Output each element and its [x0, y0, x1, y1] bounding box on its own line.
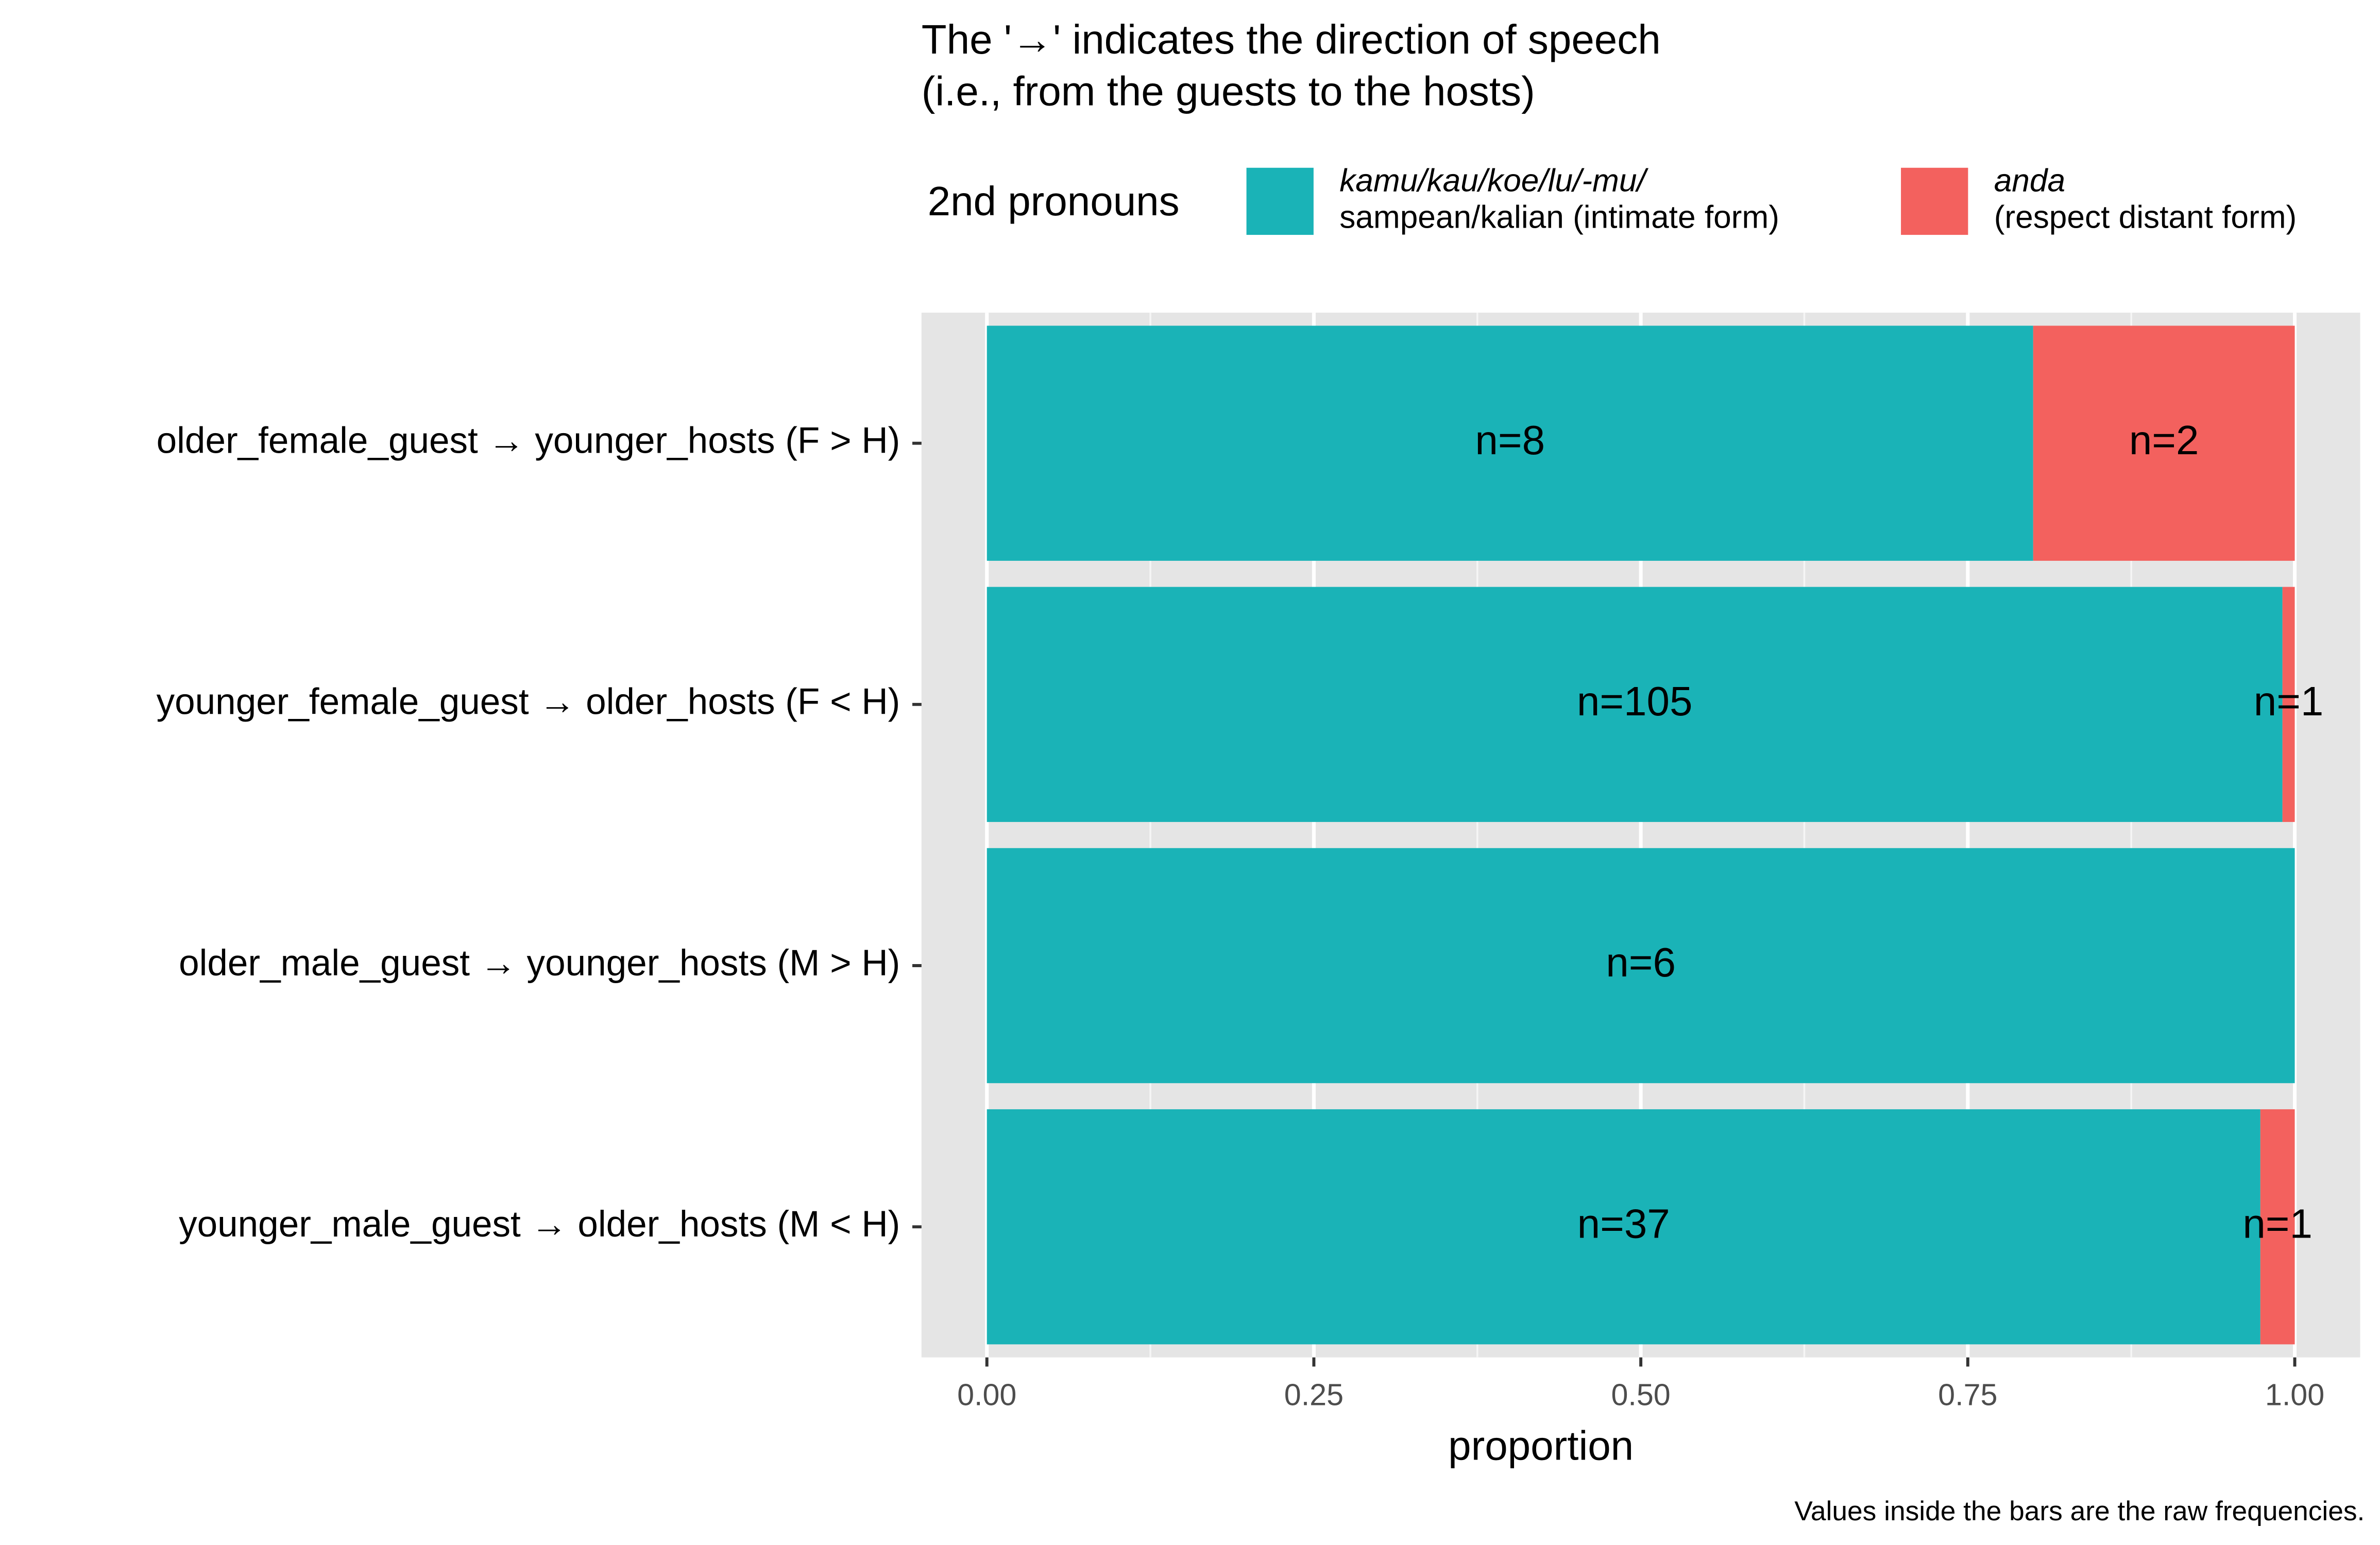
x-tick-label: 0.75	[1938, 1377, 1997, 1412]
bar-segment	[987, 587, 2283, 822]
legend-label: anda (respect distant form)	[1994, 163, 2297, 235]
bar-segment	[987, 848, 2295, 1084]
legend-swatch	[1898, 164, 1971, 238]
bar-count-label: n=6	[1606, 939, 1676, 985]
y-tick-label: older_male_guest → younger_hosts (M > H)	[179, 943, 900, 984]
legend-swatch	[1243, 164, 1317, 238]
bar-count-label: n=1	[2254, 678, 2324, 724]
x-tick-label: 0.00	[957, 1377, 1016, 1412]
chart-title: The '→' indicates the direction of speec…	[922, 16, 1661, 114]
bar-count-label: n=2	[2129, 417, 2199, 463]
legend-label: kamu/kau/koe/lu/-mu/sampean/kalian (inti…	[1339, 163, 1779, 235]
y-tick-label: older_female_guest → younger_hosts (F > …	[157, 420, 900, 461]
bar-segment	[2282, 587, 2295, 822]
x-tick-label: 0.50	[1611, 1377, 1670, 1412]
x-tick-label: 1.00	[2265, 1377, 2324, 1412]
bar-count-label: n=37	[1577, 1200, 1670, 1246]
x-tick-label: 0.25	[1284, 1377, 1344, 1412]
y-tick-label: younger_male_guest → older_hosts (M < H)	[179, 1204, 900, 1245]
bar-segment	[2260, 1109, 2295, 1345]
bar-segment	[2033, 325, 2295, 561]
x-axis-label: proportion	[1448, 1423, 1634, 1469]
bar-count-label: n=1	[2242, 1200, 2313, 1246]
caption: Values inside the bars are the raw frequ…	[1794, 1496, 2365, 1526]
legend-title: 2nd pronouns	[928, 178, 1180, 224]
bar-count-label: n=8	[1475, 417, 1545, 463]
bar-segment	[987, 325, 2033, 561]
bar-segment	[987, 1109, 2260, 1345]
y-tick-label: younger_female_guest → older_hosts (F < …	[157, 682, 900, 723]
bar-count-label: n=105	[1577, 678, 1693, 724]
